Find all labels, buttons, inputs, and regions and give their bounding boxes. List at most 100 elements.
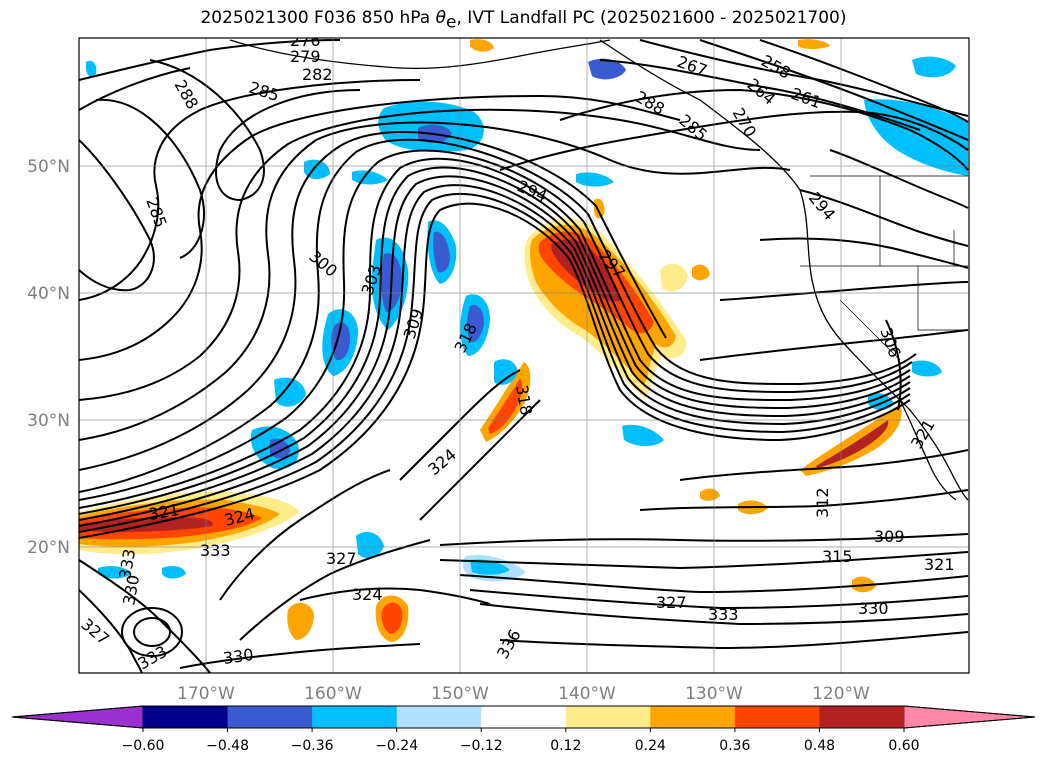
map-title: 2025021300 F036 850 hPa θe, IVT Landfall… <box>200 8 847 33</box>
coastline-north-america <box>599 39 969 501</box>
contour-line <box>719 281 969 301</box>
contour-line <box>149 59 361 202</box>
contour-line <box>479 603 969 626</box>
contour-line <box>79 139 155 292</box>
lon-label: 130°W <box>685 684 743 704</box>
contour-line <box>79 149 913 501</box>
colorbar-tick-label: 0.48 <box>804 738 835 754</box>
contour-line <box>79 166 911 515</box>
colorbar-bin <box>565 706 651 728</box>
lon-label: 120°W <box>812 684 870 704</box>
map-panel <box>79 38 969 673</box>
cool-patch-small-4 <box>576 172 614 187</box>
contour-label: 315 <box>822 547 853 566</box>
contour-line <box>79 79 421 301</box>
contour-line <box>885 319 902 411</box>
coastlines <box>229 39 969 501</box>
contour-line <box>79 138 917 493</box>
contour-line <box>559 88 969 171</box>
contour-label: 279 <box>290 47 321 66</box>
cool-patch-small-1 <box>86 60 97 77</box>
colorbar-bin <box>312 706 398 728</box>
cool-patch-west-4 <box>274 377 306 407</box>
lat-label: 50°N <box>27 157 70 177</box>
contour-line <box>179 643 421 669</box>
colorbar-under-extension <box>11 705 144 729</box>
colorbar-bin <box>143 706 229 728</box>
colorbar-tick-label: 0.36 <box>719 738 750 754</box>
colorbar-over-extension <box>903 705 1036 729</box>
contour-line <box>759 39 969 123</box>
colorbar-tick-label: 0.24 <box>635 738 666 754</box>
contour-line <box>133 617 171 647</box>
contour-label: 330 <box>858 599 889 618</box>
contour-label: 333 <box>708 605 739 624</box>
warm-patch-small-2 <box>692 264 710 281</box>
contour-line <box>469 589 969 610</box>
contour-line <box>829 149 969 209</box>
contour-line <box>699 39 969 141</box>
colorbar-tick-label: −0.60 <box>122 738 165 754</box>
lon-label: 170°W <box>177 684 235 704</box>
contour-line <box>79 192 911 533</box>
contour-label: 333 <box>200 541 231 560</box>
contour-line <box>759 237 969 269</box>
coastline-alaska <box>229 39 611 70</box>
cool-patch-west-5-core <box>433 231 450 273</box>
contour-line <box>639 39 969 117</box>
cool-patch-east-2 <box>912 360 942 377</box>
colorbar-tick-label: −0.36 <box>291 738 334 754</box>
contour-line <box>239 539 431 641</box>
cool-patch-central-2 <box>494 359 518 385</box>
warm-patch-southwest <box>287 602 314 640</box>
border-state-4 <box>839 299 901 361</box>
contour-line <box>95 98 205 259</box>
contour-line <box>79 94 681 361</box>
colorbar-tick-label: −0.48 <box>206 738 249 754</box>
warm-patch-east-coast <box>800 404 902 476</box>
contour-label: 321 <box>924 555 955 574</box>
contour-label: 276 <box>290 31 321 50</box>
cool-patch-alaska <box>588 58 626 80</box>
colorbar-bin <box>396 706 482 728</box>
contour-line <box>439 551 969 570</box>
contour-line <box>79 175 911 521</box>
cool-patch-central-1-core <box>467 304 484 343</box>
cool-patch-east-1 <box>622 424 664 446</box>
warm-patch-small-6 <box>470 39 494 52</box>
contour-line <box>499 110 969 171</box>
contour-label: 327 <box>656 593 687 612</box>
contour-line <box>799 189 969 247</box>
contour-line <box>121 607 183 657</box>
colorbar-tick-label: −0.24 <box>375 738 418 754</box>
contour-label: 327 <box>326 549 357 568</box>
coastline-baja <box>899 399 957 501</box>
contour-line <box>79 184 911 527</box>
contour-line <box>79 39 341 81</box>
theta-e-contours <box>79 39 969 673</box>
contour-label: 282 <box>302 65 333 84</box>
cool-patch-northeast-2 <box>912 56 956 78</box>
lon-label: 160°W <box>304 684 362 704</box>
lat-label: 40°N <box>27 284 70 304</box>
cool-patch-central-5 <box>470 559 510 575</box>
cool-patch-northeast <box>864 99 968 176</box>
map-frame <box>78 37 970 674</box>
contour-line <box>639 489 969 511</box>
contour-line <box>79 589 143 673</box>
warm-patch-small-1 <box>660 263 688 292</box>
cool-patch-small-5 <box>98 566 132 579</box>
contour-line <box>79 67 191 111</box>
contour-line <box>299 587 491 605</box>
colorbar-tick-label: 0.12 <box>550 738 581 754</box>
contour-label: 324 <box>352 585 383 604</box>
cool-patch-central-3 <box>356 531 384 559</box>
contour-line <box>79 130 667 471</box>
warm-patch-small-7 <box>594 198 605 219</box>
warm-patch-small-3 <box>700 488 720 501</box>
colorbar-tick-label: 0.60 <box>888 738 919 754</box>
warm-patch-south-core <box>381 602 403 634</box>
contour-line <box>79 202 911 539</box>
colorbar: −0.60 −0.48 −0.36 −0.24 −0.12 0.12 0.24 0.36 0.4… <box>11 705 1036 754</box>
